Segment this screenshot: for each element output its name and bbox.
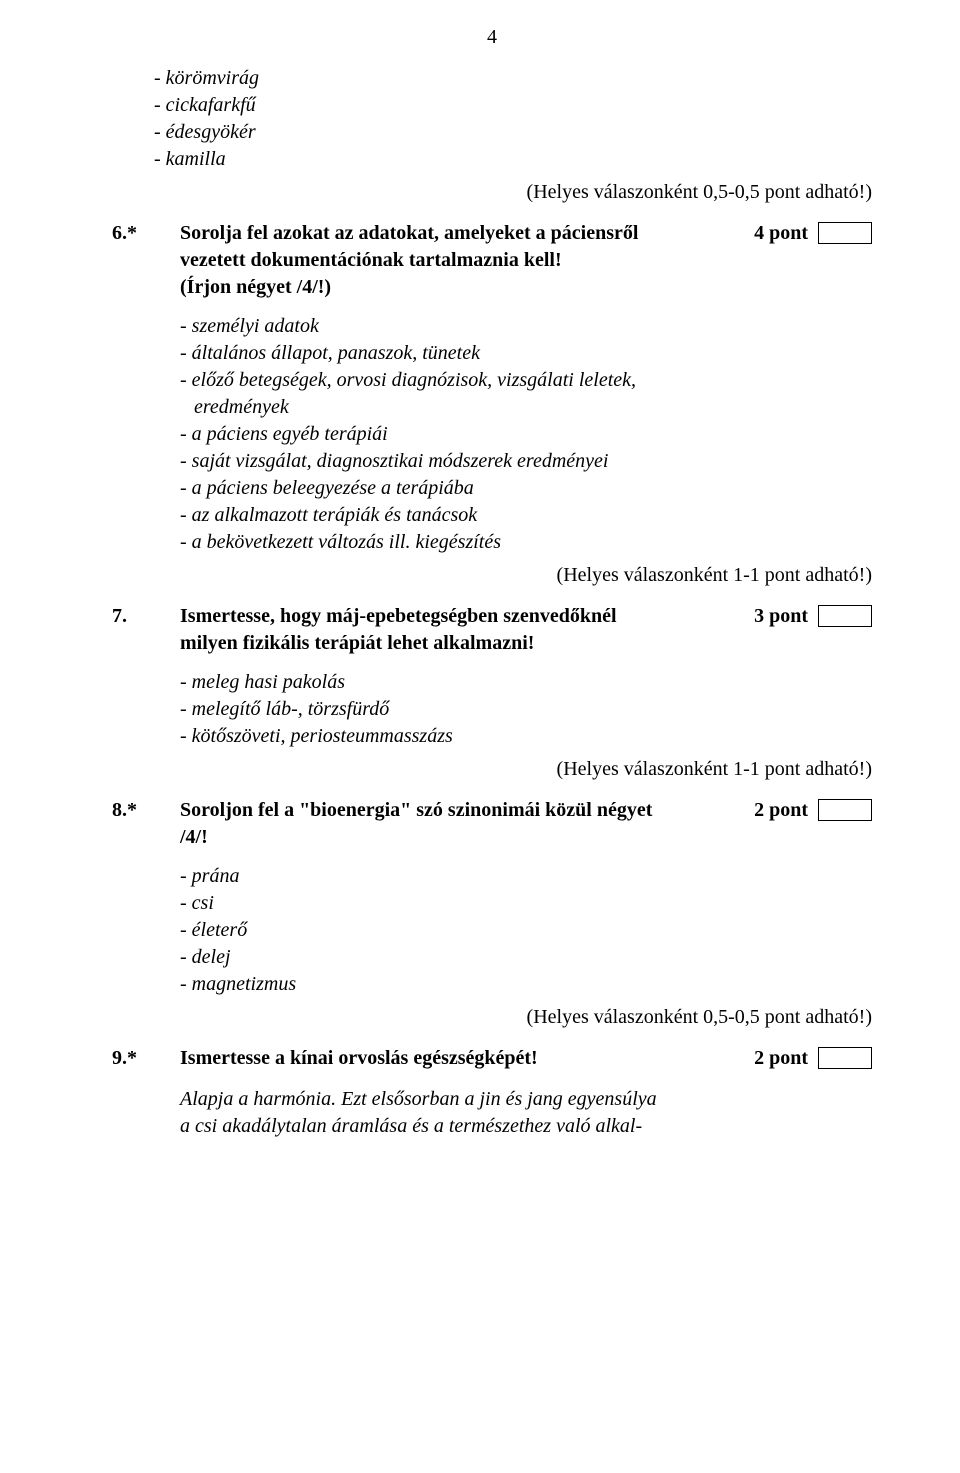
score-box[interactable] bbox=[818, 1047, 872, 1069]
question-number-6: 6.* bbox=[112, 220, 152, 247]
question-7-answers: - meleg hasi pakolás - melegítő láb-, tö… bbox=[180, 669, 872, 750]
question-8-points: 2 pont bbox=[754, 797, 808, 824]
list-item: - magnetizmus bbox=[180, 971, 872, 998]
scoring-note: (Helyes válaszonként 0,5-0,5 pont adható… bbox=[112, 1004, 872, 1031]
list-item: - prána bbox=[180, 863, 872, 890]
list-item: - általános állapot, panaszok, tünetek bbox=[180, 340, 872, 367]
scoring-note: (Helyes válaszonként 1-1 pont adható!) bbox=[112, 562, 872, 589]
list-item: - csi bbox=[180, 890, 872, 917]
list-item: - körömvirág bbox=[154, 65, 872, 92]
body-line: a csi akadálytalan áramlása és a termész… bbox=[180, 1113, 872, 1140]
question-9-title: Ismertesse a kínai orvoslás egészségképé… bbox=[180, 1045, 742, 1072]
question-9-body: Alapja a harmónia. Ezt elsősorban a jin … bbox=[180, 1086, 872, 1140]
list-item: - édesgyökér bbox=[154, 119, 872, 146]
question-7-title-line2: milyen fizikális terápiát lehet alkalmaz… bbox=[180, 630, 872, 657]
list-item: - az alkalmazott terápiák és tanácsok bbox=[180, 502, 872, 529]
list-item: - a páciens beleegyezése a terápiába bbox=[180, 475, 872, 502]
question-6-title-line1: Sorolja fel azokat az adatokat, amelyeke… bbox=[180, 220, 742, 247]
list-item: - kamilla bbox=[154, 146, 872, 173]
list-item: eredmények bbox=[180, 394, 872, 421]
list-item: - a bekövetkezett változás ill. kiegészí… bbox=[180, 529, 872, 556]
question-6-answers: - személyi adatok - általános állapot, p… bbox=[180, 313, 872, 556]
list-item: - saját vizsgálat, diagnosztikai módszer… bbox=[180, 448, 872, 475]
score-box[interactable] bbox=[818, 605, 872, 627]
list-item: - kötőszöveti, periosteummasszázs bbox=[180, 723, 872, 750]
list-item: - meleg hasi pakolás bbox=[180, 669, 872, 696]
question-6-sub: (Írjon négyet /4/!) bbox=[180, 274, 872, 301]
list-item: - személyi adatok bbox=[180, 313, 872, 340]
list-item: - cickafarkfű bbox=[154, 92, 872, 119]
question-number-7: 7. bbox=[112, 603, 152, 630]
list-item: - életerő bbox=[180, 917, 872, 944]
question-8-title-line2: /4/! bbox=[180, 824, 872, 851]
question-7-title-line1: Ismertesse, hogy máj-epebetegségben szen… bbox=[180, 603, 742, 630]
scoring-note: (Helyes válaszonként 0,5-0,5 pont adható… bbox=[112, 179, 872, 206]
question-6-title-line2: vezetett dokumentációnak tartalmaznia ke… bbox=[180, 247, 872, 274]
page-number: 4 bbox=[112, 24, 872, 51]
score-box[interactable] bbox=[818, 799, 872, 821]
question-6-points: 4 pont bbox=[754, 220, 808, 247]
question-number-9: 9.* bbox=[112, 1045, 152, 1072]
list-item: - a páciens egyéb terápiái bbox=[180, 421, 872, 448]
question-9-points: 2 pont bbox=[754, 1045, 808, 1072]
list-item: - delej bbox=[180, 944, 872, 971]
scoring-note: (Helyes válaszonként 1-1 pont adható!) bbox=[112, 756, 872, 783]
question-8-title-line1: Soroljon fel a "bioenergia" szó szinonim… bbox=[180, 797, 742, 824]
score-box[interactable] bbox=[818, 222, 872, 244]
intro-list: - körömvirág - cickafarkfű - édesgyökér … bbox=[154, 65, 872, 173]
list-item: - melegítő láb-, törzsfürdő bbox=[180, 696, 872, 723]
question-8-answers: - prána - csi - életerő - delej - magnet… bbox=[180, 863, 872, 998]
question-number-8: 8.* bbox=[112, 797, 152, 824]
question-7-points: 3 pont bbox=[754, 603, 808, 630]
body-line: Alapja a harmónia. Ezt elsősorban a jin … bbox=[180, 1086, 872, 1113]
list-item: - előző betegségek, orvosi diagnózisok, … bbox=[180, 367, 872, 394]
